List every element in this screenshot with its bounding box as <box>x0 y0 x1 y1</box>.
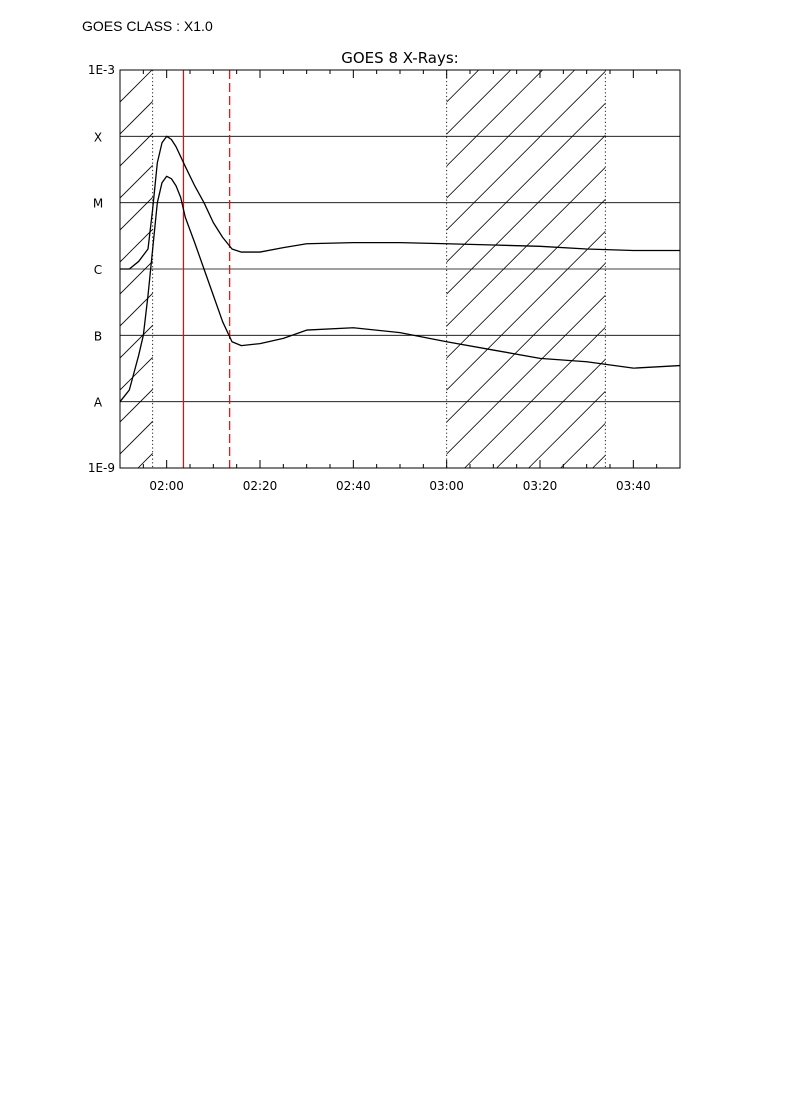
event-markers <box>152 70 606 468</box>
x-tick-label: 02:00 <box>149 479 184 493</box>
x-tick-label: 03:20 <box>523 479 558 493</box>
y-class-label-c: C <box>94 263 102 277</box>
y-class-label-b: B <box>94 329 102 343</box>
grid-lines <box>120 135 680 403</box>
y-class-label-a: A <box>94 396 103 410</box>
x-tick-label: 02:40 <box>336 479 371 493</box>
flux-series-1 <box>120 135 680 270</box>
axes: 02:00 02:20 02:40 03:00 03:20 03:40 1E-9 1E-3 A B… <box>88 63 681 493</box>
hatched-intervals <box>120 70 606 468</box>
goes-class-label: GOES CLASS : X1.0 <box>82 18 213 34</box>
hatched-interval-1 <box>120 70 153 468</box>
goes-xray-chart: GOES 8 X-Rays: 02:00 02:20 02:40 03:00 03:20… <box>88 49 681 493</box>
x-tick-label: 02:20 <box>243 479 278 493</box>
y-class-label-m: M <box>93 197 103 211</box>
x-tick-label: 03:00 <box>429 479 464 493</box>
y-axis-end-label: 1E-9 <box>88 461 115 475</box>
chart-title: GOES 8 X-Rays: <box>341 49 458 67</box>
y-axis-end-label: 1E-3 <box>88 63 115 77</box>
x-tick-label: 03:40 <box>616 479 651 493</box>
flux-series <box>120 135 680 403</box>
y-class-label-x: X <box>94 130 102 144</box>
flux-series-2 <box>120 175 680 403</box>
hatched-interval-2 <box>446 70 606 468</box>
